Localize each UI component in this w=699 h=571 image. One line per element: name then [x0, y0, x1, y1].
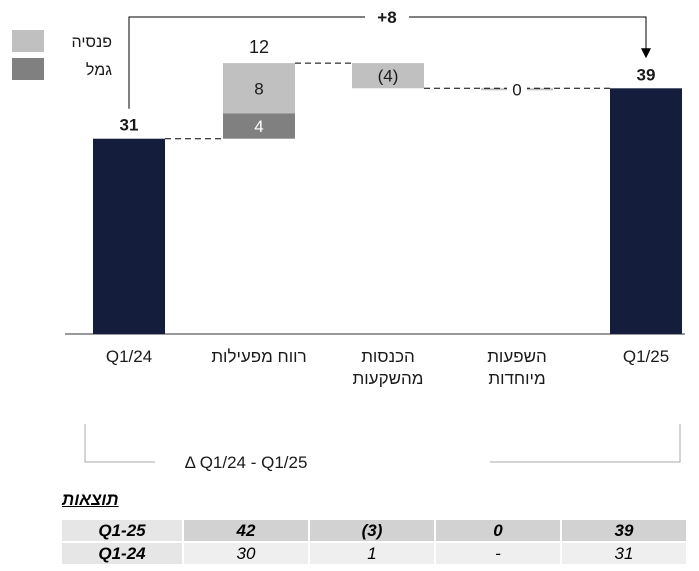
data-label-q1-25: 39 [637, 65, 656, 84]
delta-label-bg [365, 7, 409, 27]
data-label-gemel: 4 [254, 117, 263, 136]
legend-label: פנסיה [72, 34, 112, 51]
legend-swatch [12, 30, 44, 52]
table-row: Q1-24 30 1 - 31 [62, 543, 686, 564]
x-tick-label: השפעות [487, 347, 547, 366]
table-cell: 30 [184, 543, 308, 564]
data-label-operating-total: 12 [249, 37, 269, 57]
data-label-investment-income: (4) [378, 67, 399, 86]
bracket-label: Δ Q1/24 - Q1/25 [185, 453, 308, 472]
bar-operating-gemel [223, 113, 295, 139]
bracket-line-right [490, 424, 681, 463]
results-table: Q1-25 42 (3) 0 39 Q1-24 30 1 - 31 [60, 518, 688, 566]
legend-swatch [12, 58, 44, 80]
arrow-head-icon [641, 48, 651, 59]
x-tick-label: הכנסות [361, 347, 415, 366]
data-label-bg [507, 77, 527, 98]
table-cell: 31 [562, 543, 686, 564]
bar-investment-income [352, 63, 424, 89]
table-cell: 1 [310, 543, 434, 564]
waterfall-chart: 31 39 12 4 8 (4) 0 +8 Q1/24 רווח מפעילות הכנסות מהש… [12, 7, 685, 472]
row-label: Q1-24 [62, 543, 182, 564]
legend-label: גמל [86, 61, 112, 79]
data-label-pension: 8 [254, 79, 263, 98]
table-cell: 39 [562, 520, 686, 541]
x-tick-label: מהשקעות [353, 369, 424, 388]
x-tick-label: Q1/24 [106, 347, 152, 366]
bar-q1-25 [610, 88, 682, 334]
delta-connector [128, 16, 647, 109]
row-label: Q1-25 [62, 520, 182, 541]
table-cell: - [436, 543, 560, 564]
results-title: תוצאות [62, 490, 119, 509]
data-label-special-effects: 0 [512, 80, 521, 99]
x-tick-label: רווח מפעילות [211, 347, 306, 366]
bar-operating-pension [223, 63, 295, 114]
table-cell: (3) [310, 520, 434, 541]
bar-q1-24 [93, 138, 165, 334]
x-tick-label: Q1/25 [623, 347, 669, 366]
bracket-line-left [84, 424, 155, 463]
table-row: Q1-25 42 (3) 0 39 [62, 520, 686, 541]
delta-label: +8 [377, 8, 396, 27]
table-cell: 0 [436, 520, 560, 541]
data-label-q1-24: 31 [120, 116, 139, 135]
table-cell: 42 [184, 520, 308, 541]
x-tick-label: מיוחדות [488, 369, 545, 388]
